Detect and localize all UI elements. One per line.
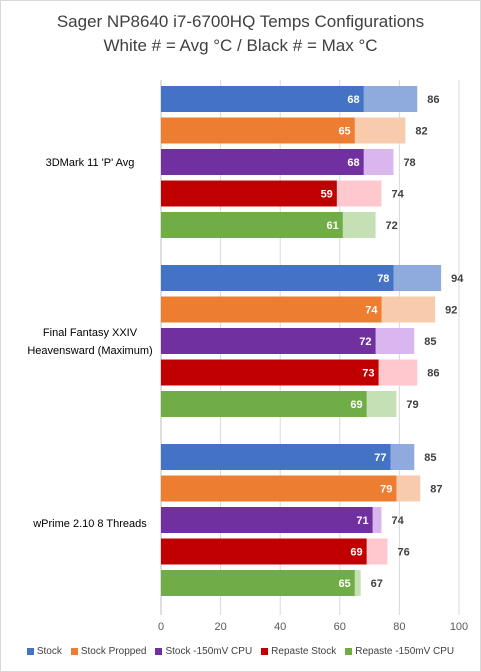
data-label-avg: 69 (350, 547, 362, 559)
data-label-avg: 79 (380, 484, 392, 496)
data-label-max: 67 (371, 578, 383, 590)
data-label-max: 85 (424, 336, 436, 348)
data-label-avg: 72 (359, 336, 371, 348)
chart-subtitle: White # = Avg °C / Black # = Max °C (103, 36, 378, 55)
x-tick-label: 40 (274, 621, 286, 633)
legend-label: Repaste -150mV CPU (355, 646, 455, 657)
data-label-avg: 73 (362, 368, 374, 380)
data-label-avg: 59 (321, 189, 333, 201)
data-label-avg: 68 (347, 94, 359, 106)
legend-label: Stock Propped (80, 646, 147, 657)
data-label-max: 85 (424, 452, 436, 464)
data-label-max: 72 (386, 220, 398, 232)
category-label-wprime: wPrime 2.10 8 Threads (33, 518, 147, 530)
data-label-max: 86 (427, 94, 439, 106)
bar-avg (161, 444, 391, 470)
category-label-3dmark: 3DMark 11 'P' Avg (45, 157, 135, 169)
category-label-final-fantasy: Final Fantasy XXIV Heavensward (Maximum) (27, 327, 153, 357)
bar-avg (161, 507, 373, 533)
data-label-avg: 68 (347, 157, 359, 169)
legend-swatch (155, 648, 163, 655)
data-label-max: 79 (406, 399, 418, 411)
bar-avg (161, 538, 367, 565)
data-label-avg: 61 (327, 220, 339, 232)
chart-title: Sager NP8640 i7-6700HQ Temps Configurati… (56, 12, 425, 31)
data-label-avg: 77 (374, 452, 386, 464)
bar-avg (161, 391, 367, 417)
legend-item: Stock Propped (70, 646, 147, 657)
data-label-max: 74 (392, 515, 405, 527)
data-label-avg: 65 (338, 126, 350, 138)
bar-avg (161, 180, 337, 207)
data-label-max: 87 (430, 484, 442, 496)
bar-avg (161, 117, 355, 144)
legend-label: Stock (36, 646, 62, 657)
legend-item: Stock -150mV CPU (155, 646, 252, 657)
x-tick-label: 100 (450, 621, 468, 633)
legend-item: Repaste -150mV CPU (345, 646, 454, 657)
bar-avg (161, 570, 355, 596)
bar-avg (161, 359, 379, 386)
data-label-avg: 74 (365, 305, 378, 317)
data-label-avg: 78 (377, 273, 389, 285)
legend-label: Repaste Stock (271, 646, 337, 657)
data-label-max: 86 (427, 368, 439, 380)
legend-swatch (261, 648, 269, 655)
x-tick-label: 80 (393, 621, 405, 633)
x-tick-label: 60 (334, 621, 346, 633)
bar-avg (161, 475, 397, 502)
bar-avg (161, 328, 376, 354)
legend-swatch (70, 648, 78, 655)
bar-avg (161, 212, 343, 238)
data-label-max: 94 (451, 273, 464, 285)
bar-avg (161, 265, 394, 291)
data-label-max: 78 (403, 157, 415, 169)
data-label-avg: 69 (350, 399, 362, 411)
legend-swatch (345, 648, 353, 655)
legend: Stock Stock Propped Stock -150mV CPU Repast… (0, 646, 481, 657)
data-label-avg: 71 (356, 515, 368, 527)
legend-label: Stock -150mV CPU (165, 646, 253, 657)
legend-swatch (26, 648, 34, 655)
data-label-max: 76 (397, 547, 409, 559)
bar-avg (161, 86, 364, 112)
x-tick-label: 20 (214, 621, 226, 633)
data-label-max: 74 (392, 189, 405, 201)
bar-avg (161, 296, 382, 323)
legend-item: Repaste Stock (261, 646, 336, 657)
legend-item: Stock (26, 646, 62, 657)
x-tick-label: 0 (158, 621, 164, 633)
bar-avg (161, 149, 364, 175)
data-label-max: 92 (445, 305, 457, 317)
data-label-max: 82 (415, 126, 427, 138)
data-label-avg: 65 (338, 578, 350, 590)
